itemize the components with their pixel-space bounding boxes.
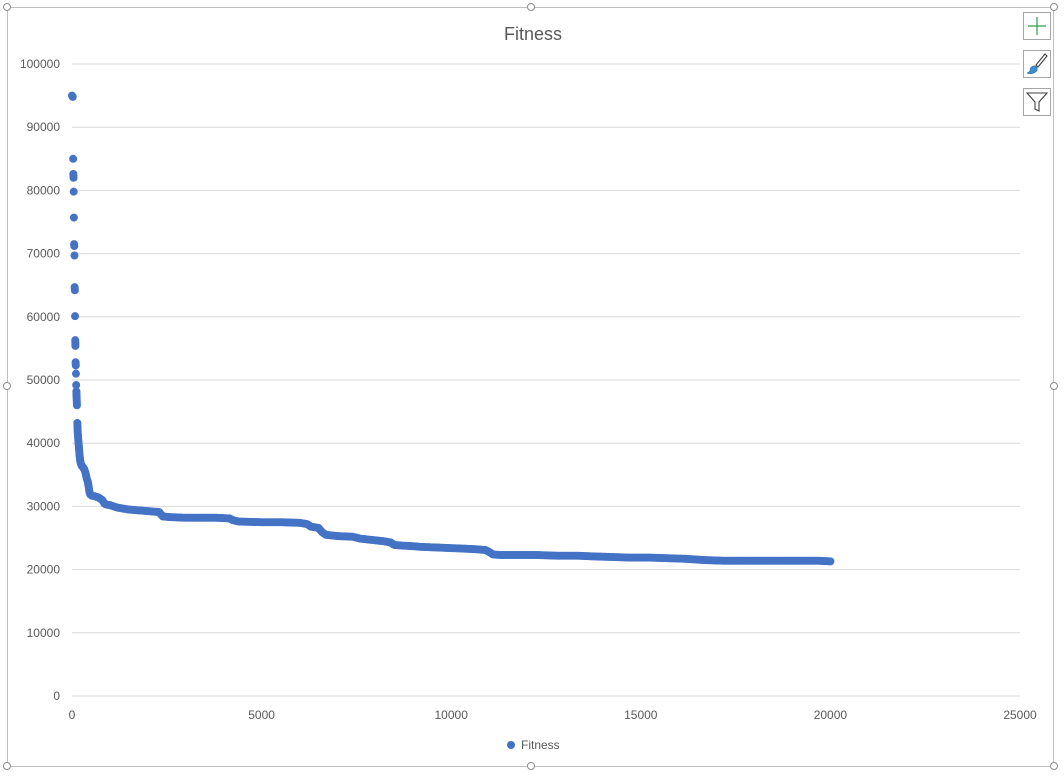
x-tick-label: 20000 (814, 708, 848, 722)
resize-handle-middle-right[interactable] (1050, 382, 1058, 390)
data-point[interactable] (71, 312, 80, 321)
y-tick-label: 30000 (27, 499, 61, 513)
resize-handle-bottom-right[interactable] (1050, 762, 1058, 770)
data-point[interactable] (69, 213, 78, 222)
legend[interactable]: Fitness (507, 738, 560, 752)
y-tick-label: 60000 (27, 310, 61, 324)
data-point[interactable] (70, 251, 79, 260)
resize-handle-top-center[interactable] (527, 3, 535, 11)
data-point[interactable] (69, 173, 78, 182)
y-tick-label: 10000 (27, 626, 61, 640)
resize-handle-bottom-center[interactable] (527, 762, 535, 770)
resize-handle-bottom-left[interactable] (3, 762, 11, 770)
data-point[interactable] (69, 154, 78, 163)
x-axis[interactable]: 0 5000 10000 15000 20000 25000 (69, 708, 1037, 722)
chart-elements-button[interactable] (1023, 12, 1051, 40)
data-point[interactable] (72, 401, 81, 410)
y-axis[interactable]: 0 10000 20000 30000 40000 50000 60000 70000 8000… (20, 57, 60, 703)
chart-filters-button[interactable] (1023, 88, 1051, 116)
data-point[interactable] (72, 381, 81, 390)
x-tick-label: 5000 (248, 708, 275, 722)
chart-title[interactable]: Fitness (504, 24, 562, 44)
gridlines (72, 63, 1020, 697)
data-point[interactable] (71, 369, 80, 378)
data-point[interactable] (69, 187, 78, 196)
data-point[interactable] (71, 341, 80, 350)
paintbrush-icon (1026, 53, 1048, 74)
y-tick-label: 100000 (20, 57, 60, 71)
resize-handle-top-left[interactable] (3, 3, 11, 11)
x-tick-label: 10000 (435, 708, 469, 722)
y-tick-label: 50000 (27, 373, 61, 387)
chart-styles-button[interactable] (1023, 50, 1051, 78)
y-tick-label: 40000 (27, 436, 61, 450)
x-tick-label: 25000 (1003, 708, 1037, 722)
resize-handle-top-right[interactable] (1050, 3, 1058, 11)
series-fitness[interactable] (68, 91, 835, 566)
y-tick-label: 20000 (27, 563, 61, 577)
data-point[interactable] (70, 286, 79, 295)
y-tick-label: 90000 (27, 120, 61, 134)
x-tick-label: 15000 (624, 708, 658, 722)
legend-label-fitness: Fitness (521, 738, 560, 752)
data-point[interactable] (70, 242, 79, 251)
y-tick-label: 70000 (27, 247, 61, 261)
data-point[interactable] (68, 92, 77, 101)
data-point[interactable] (826, 557, 835, 566)
y-tick-label: 0 (53, 689, 60, 703)
legend-marker-fitness (507, 741, 515, 749)
data-point[interactable] (71, 361, 80, 370)
plus-icon (1028, 17, 1046, 35)
x-tick-label: 0 (69, 708, 76, 722)
resize-handle-middle-left[interactable] (3, 382, 11, 390)
y-tick-label: 80000 (27, 183, 61, 197)
funnel-icon (1025, 92, 1049, 112)
